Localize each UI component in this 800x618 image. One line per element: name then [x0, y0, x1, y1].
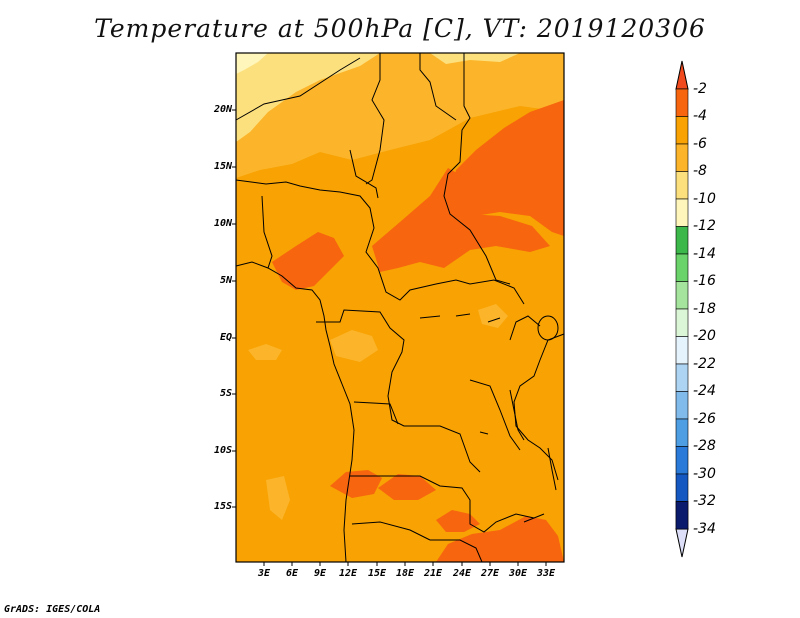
colorbar-label-m24: -24 — [693, 383, 716, 399]
lat-label-5s: 5S — [219, 388, 232, 399]
lon-label-27e: 27E — [480, 568, 500, 579]
colorbar-label-m18: -18 — [693, 301, 716, 317]
colorbar-label-m14: -14 — [693, 246, 716, 262]
colorbar-label-m10: -10 — [693, 191, 716, 207]
field-m2-m4-zambia-patch — [378, 474, 436, 500]
colorbar-box-m2_m4 — [675, 88, 689, 117]
lakes — [419, 313, 559, 523]
map-frame — [235, 52, 565, 563]
colorbar-label-m20: -20 — [693, 328, 716, 344]
lon-label-3e: 3E — [257, 568, 271, 579]
field-m2-m4-south — [436, 516, 564, 562]
field-m6-m8-gabon — [330, 330, 378, 362]
colorbar-box-m8_m10 — [675, 171, 689, 200]
lat-label-10n: 10N — [213, 218, 232, 229]
colorbar-box-m22_m24 — [675, 363, 689, 392]
field-m8-m10-north-patch — [430, 53, 520, 64]
field-m10-m12-corner — [236, 53, 268, 74]
colorbar-label-m28: -28 — [693, 438, 716, 454]
lon-label-33e: 33E — [536, 568, 556, 579]
country-borders — [235, 53, 565, 563]
colorbar-box-m32-m34-dark — [675, 501, 689, 530]
field-m8-m10-northwest — [236, 53, 380, 142]
colorbar-box-m16_m18 — [675, 281, 689, 310]
grads-credit: GrADS: IGES/COLA — [4, 604, 101, 615]
lon-label-9e: 9E — [313, 568, 327, 579]
field-m2-m4-tz-patch — [436, 510, 480, 532]
colorbar-label-m30: -30 — [693, 466, 716, 482]
colorbar-box-m6_m8 — [675, 143, 689, 172]
lat-label-eq: EQ — [219, 332, 232, 343]
lon-label-24e: 24E — [452, 568, 472, 579]
colorbar-box-m20_m22 — [675, 336, 689, 365]
field-m2-m4-northeast — [448, 100, 564, 236]
colorbar-label-m34: -34 — [693, 521, 716, 537]
colorbar-box-m18_m20 — [675, 308, 689, 337]
lon-label-6e: 6E — [285, 568, 299, 579]
lat-label-10s: 10S — [213, 445, 232, 456]
colorbar-box-m24_m26 — [675, 391, 689, 420]
colorbar-box-m30_m32 — [675, 473, 689, 502]
map-title: Temperature at 500hPa [C], VT: 201912030… — [94, 14, 706, 43]
lon-label-15e: 15E — [367, 568, 387, 579]
lon-label-21e: 21E — [423, 568, 443, 579]
field-m6-m8-sw — [266, 476, 290, 520]
colorbar-label-m26: -26 — [693, 411, 716, 427]
colorbar-label-m6: -6 — [693, 136, 707, 152]
colorbar-label-m2: -2 — [693, 81, 707, 97]
colorbar-label-m32: -32 — [693, 493, 716, 509]
colorbar-top-arrow — [675, 60, 689, 90]
colorbar-label-m16: -16 — [693, 273, 716, 289]
colorbar-label-m12: -12 — [693, 218, 716, 234]
colorbar-box-m14_m16 — [675, 253, 689, 282]
colorbar-label-m22: -22 — [693, 356, 716, 372]
lon-label-30e: 30E — [508, 568, 528, 579]
lat-label-15n: 15N — [213, 161, 232, 172]
colorbar-box-m10_m12 — [675, 198, 689, 227]
field-m2-m4-cameroon — [272, 232, 344, 290]
field-m2-m4-angola-patch — [330, 470, 382, 498]
colorbar-boxes — [675, 60, 689, 558]
field-m6-m8-east-lakes — [478, 304, 508, 328]
axis-ticks — [232, 109, 547, 566]
lon-label-12e: 12E — [338, 568, 358, 579]
lat-label-20n: 20N — [213, 104, 232, 115]
colorbar-box-m28_m30 — [675, 446, 689, 475]
colorbar-bottom-arrow — [675, 528, 689, 558]
lat-label-15s: 15S — [213, 501, 232, 512]
field-m6-m8-atlantic — [248, 344, 282, 360]
colorbar-box-m12_m14 — [675, 226, 689, 255]
lat-label-5n: 5N — [219, 275, 232, 286]
colorbar-label-m8: -8 — [693, 163, 707, 179]
field-m2-m4-central-band — [372, 168, 550, 272]
colorbar-label-m4: -4 — [693, 108, 707, 124]
colorbar-box-m26_m28 — [675, 418, 689, 447]
lon-label-18e: 18E — [395, 568, 415, 579]
colorbar-box-m4_m6 — [675, 116, 689, 145]
